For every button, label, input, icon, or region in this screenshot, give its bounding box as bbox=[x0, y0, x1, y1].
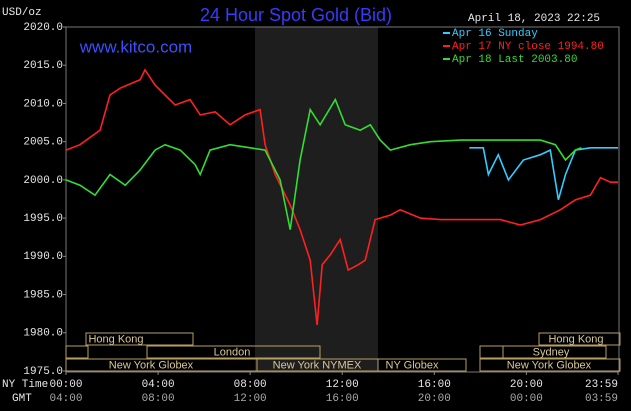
y-tick-label: 2020.0 bbox=[23, 22, 63, 34]
chart-title: 24 Hour Spot Gold (Bid) bbox=[200, 5, 392, 25]
y-tick-label: 1975.0 bbox=[23, 366, 63, 378]
session-box bbox=[479, 358, 621, 372]
x-tick-label: 16:00 bbox=[418, 379, 451, 391]
x-tick-label: 00:00 bbox=[49, 379, 82, 391]
legend-label: Apr 16 Sunday bbox=[452, 28, 538, 40]
timestamp: April 18, 2023 22:25 bbox=[468, 13, 600, 25]
session-label: New York NYMEX bbox=[273, 359, 362, 371]
x-axis-label: NY Time bbox=[2, 379, 48, 391]
y-tick-label: 1985.0 bbox=[23, 289, 63, 301]
series-line bbox=[65, 97, 582, 230]
x-tick-label: 08:00 bbox=[234, 379, 267, 391]
x2-tick-label: 12:00 bbox=[234, 393, 267, 405]
session-label: Hong Kong bbox=[548, 333, 603, 345]
session-box bbox=[377, 358, 467, 372]
session-box bbox=[65, 345, 89, 359]
x2-tick-label: 20:00 bbox=[418, 393, 451, 405]
y-tick-label: 1980.0 bbox=[23, 328, 63, 340]
x2-tick-label: 08:00 bbox=[142, 393, 175, 405]
x-tick-label: 20:00 bbox=[510, 379, 543, 391]
y-tick-label: 1995.0 bbox=[23, 213, 63, 225]
x2-axis-label: GMT bbox=[12, 393, 32, 405]
x-tick-label: 04:00 bbox=[142, 379, 175, 391]
session-label: New York Globex bbox=[109, 359, 194, 371]
x2-tick-label: 03:59 bbox=[585, 393, 618, 405]
series-line bbox=[65, 68, 618, 326]
session-label: Sydney bbox=[533, 346, 570, 358]
site-label: www.kitco.com bbox=[79, 37, 192, 56]
legend-label: Apr 17 NY close 1994.80 bbox=[452, 41, 604, 53]
session-box bbox=[146, 345, 321, 359]
x2-tick-label: 04:00 bbox=[49, 393, 82, 405]
y-axis-label: USD/oz bbox=[2, 7, 42, 19]
y-tick-label: 2000.0 bbox=[23, 175, 63, 187]
legend-label: Apr 18 Last 2003.80 bbox=[452, 54, 577, 66]
y-tick-label: 2015.0 bbox=[23, 60, 63, 72]
session-label: Hong Kong bbox=[88, 333, 143, 345]
x2-tick-label: 16:00 bbox=[326, 393, 359, 405]
session-label: NY Globex bbox=[386, 359, 439, 371]
session-box bbox=[85, 332, 194, 346]
session-box bbox=[538, 332, 621, 346]
y-tick-label: 2010.0 bbox=[23, 98, 63, 110]
y-tick-label: 1990.0 bbox=[23, 251, 63, 263]
session-box bbox=[502, 345, 607, 359]
x2-tick-label: 00:00 bbox=[510, 393, 543, 405]
session-label: New York Globex bbox=[507, 359, 592, 371]
x-tick-label: 23:59 bbox=[585, 379, 618, 391]
session-label: London bbox=[214, 346, 251, 358]
y-tick-label: 2005.0 bbox=[23, 137, 63, 149]
x-tick-label: 12:00 bbox=[326, 379, 359, 391]
